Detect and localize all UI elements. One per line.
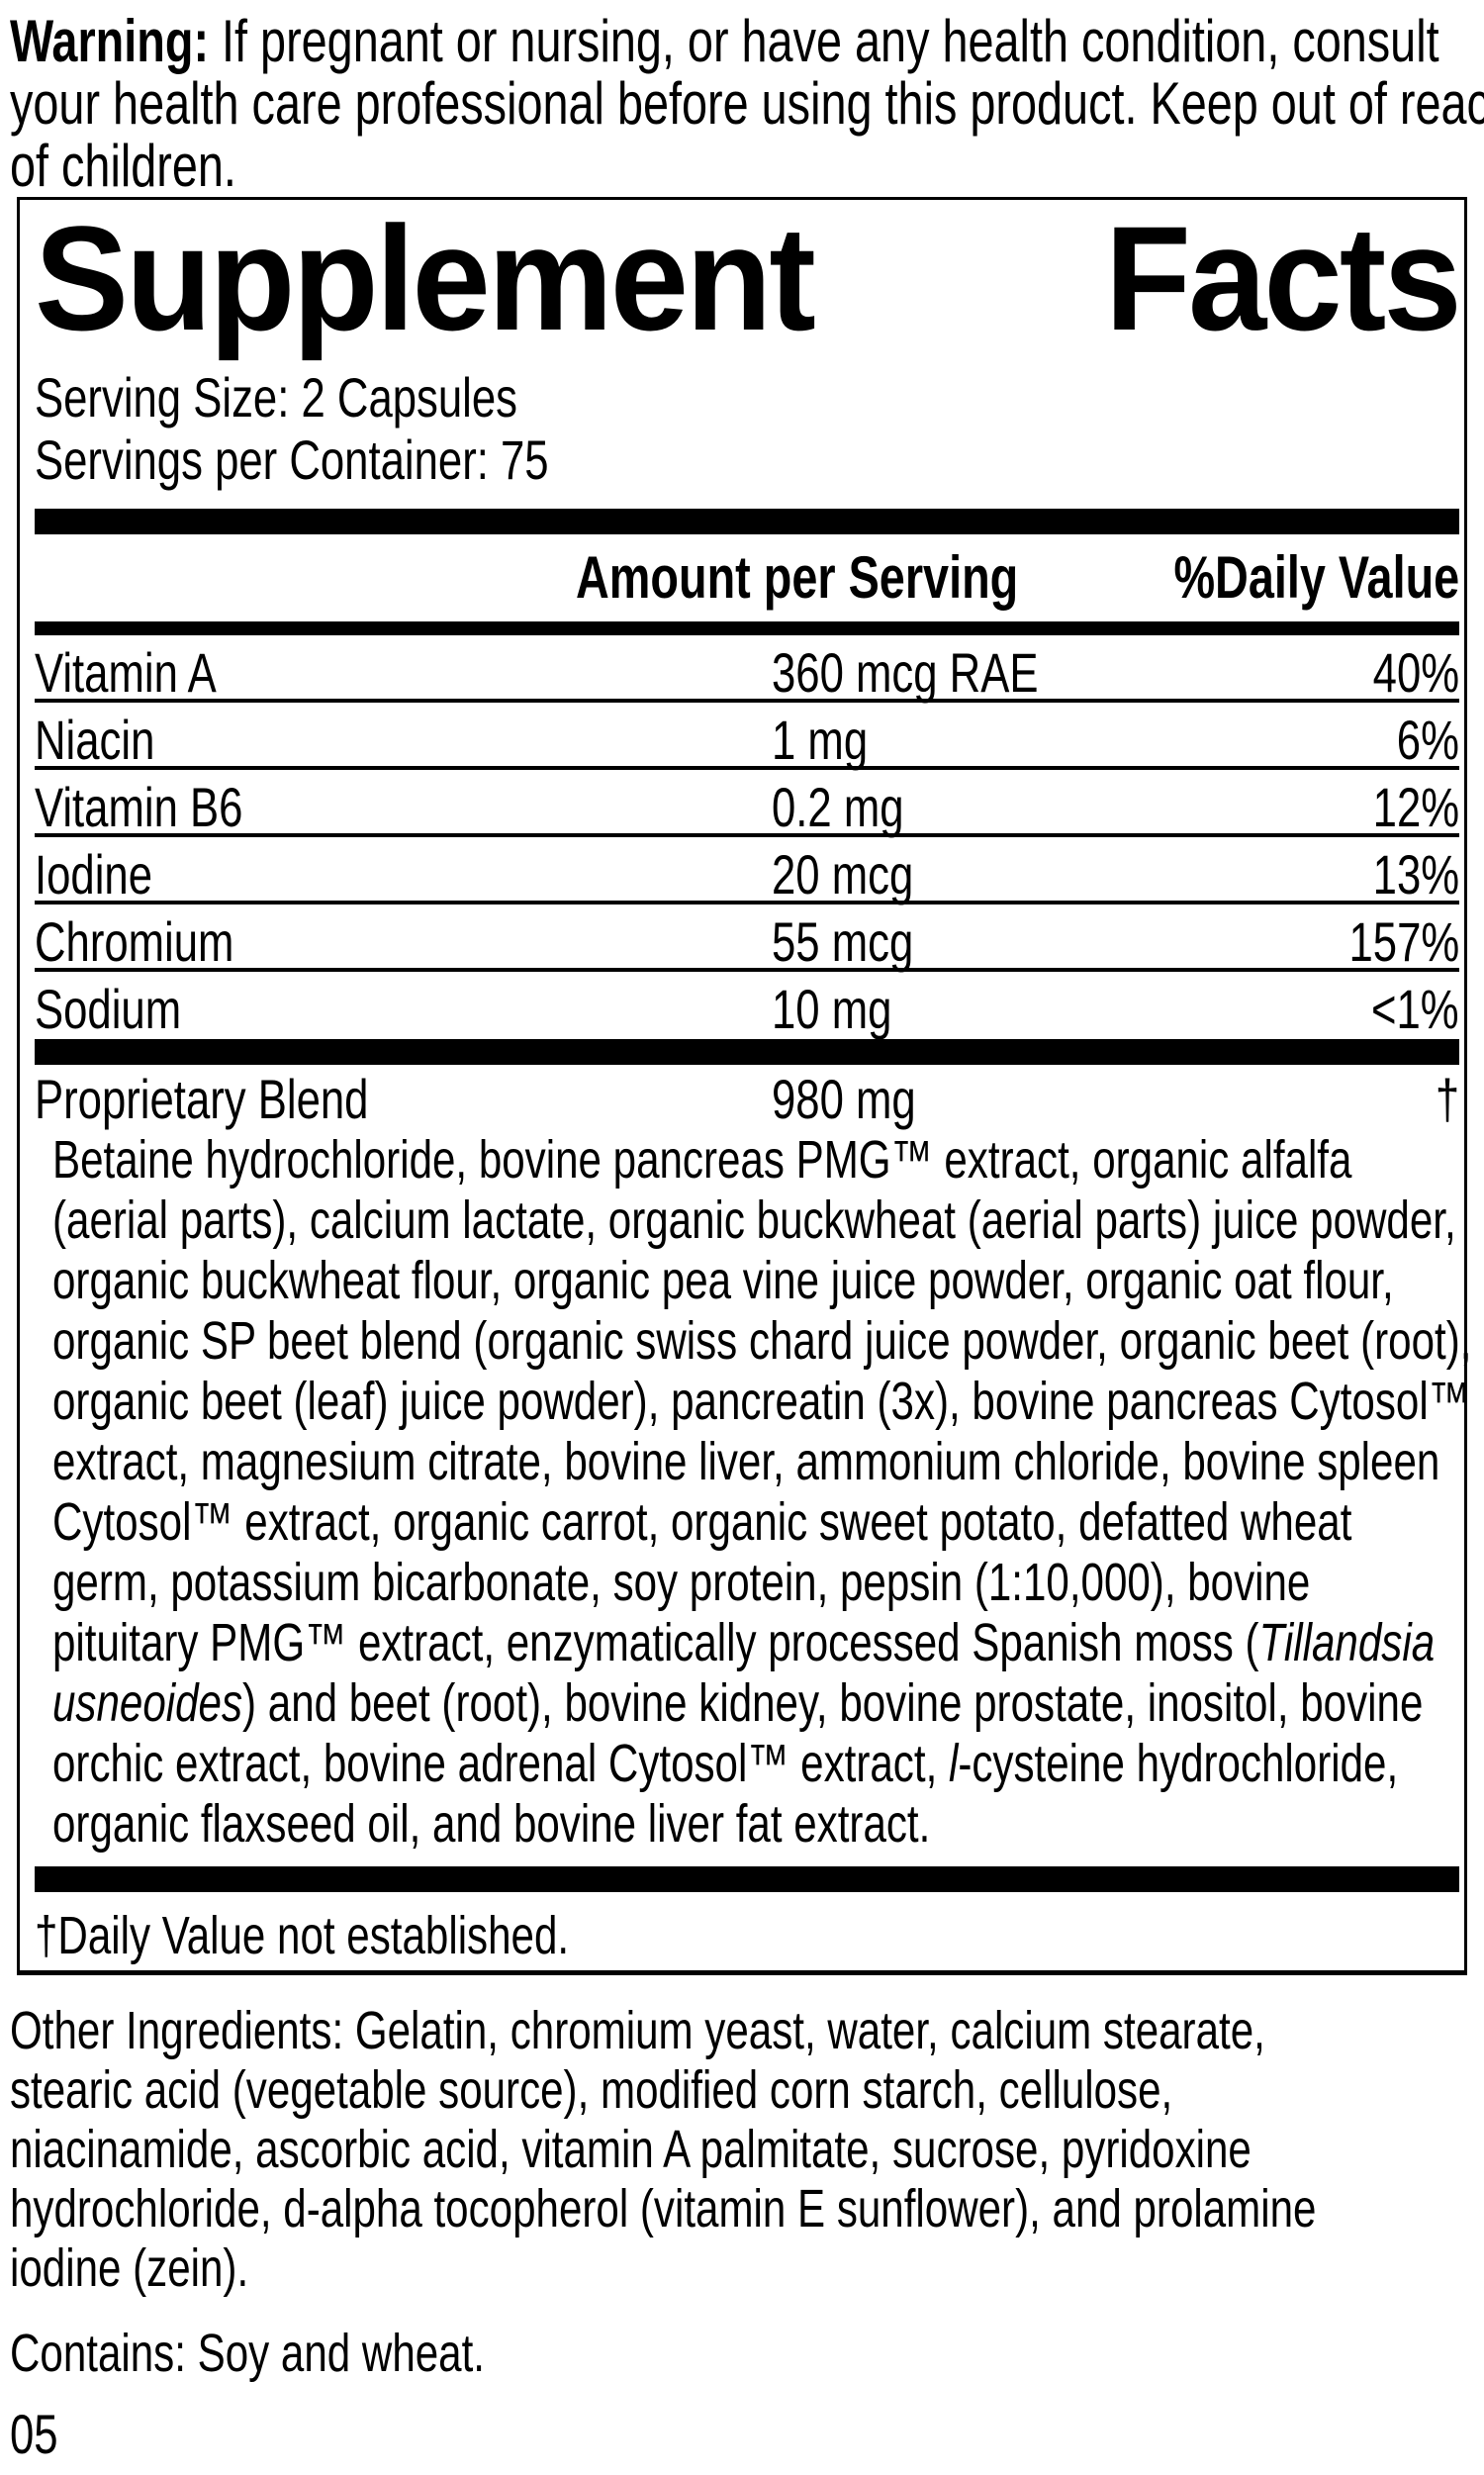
page-number: 05 [10,2403,58,2465]
table-header-row: Amount per Serving %Daily Value [35,534,1459,621]
table-row: Iodine 20 mcg 13% [35,837,1459,905]
divider-bar-thick [35,509,1459,534]
blend-line: extract, magnesium citrate, bovine liver… [52,1432,1440,1491]
blend-line: Betaine hydrochloride, bovine pancreas P… [52,1130,1352,1190]
daily-value-footnote: †Daily Value not established. [35,1906,570,1965]
proprietary-blend-description: Betaine hydrochloride, bovine pancreas P… [35,1130,1472,1855]
blend-line: orchic extract, bovine adrenal Cytosol™ … [52,1734,1399,1793]
nutrient-amount: 20 mcg [772,843,914,905]
column-header-amount: Amount per Serving [576,544,1019,611]
nutrient-name: Niacin [35,709,155,771]
divider-bar-thick [35,1039,1459,1065]
serving-size: Serving Size: 2 Capsules [35,366,518,428]
blend-line: usneoides) and beet (root), bovine kidne… [52,1673,1424,1733]
blend-line: Cytosol™ extract, organic carrot, organi… [52,1492,1352,1552]
warning-line: your health care professional before usi… [10,70,1484,137]
other-ingredients-line: niacinamide, ascorbic acid, vitamin A pa… [10,2120,1252,2179]
nutrient-amount: 360 mcg RAE [772,641,1039,704]
nutrient-daily-value: 157% [1348,910,1459,973]
supplement-facts-panel: Supplement Facts Serving Size: 2 Capsule… [17,195,1472,1975]
nutrient-daily-value: 6% [1396,709,1459,771]
blend-line: organic flaxseed oil, and bovine liver f… [52,1794,931,1854]
nutrient-amount: 1 mg [772,709,869,771]
blend-line: organic SP beet blend (organic swiss cha… [52,1311,1472,1371]
nutrient-amount: 55 mcg [772,910,914,973]
contains-statement: Contains: Soy and wheat. [10,2324,486,2383]
nutrient-daily-value: 13% [1372,843,1459,905]
warning-line: Warning: If pregnant or nursing, or have… [10,8,1439,74]
nutrient-name: Sodium [35,978,182,1040]
table-row: Sodium 10 mg <1% [35,972,1459,1040]
nutrient-amount: 0.2 mg [772,776,904,838]
other-ingredients: Other Ingredients: Gelatin, chromium yea… [10,2001,1484,2298]
other-ingredients-line: stearic acid (vegetable source), modifie… [10,2060,1173,2120]
nutrient-name: Vitamin A [35,641,217,704]
dagger-symbol: † [1435,1068,1459,1130]
table-row: Niacin 1 mg 6% [35,703,1459,771]
divider-bar-thick [35,1866,1459,1892]
table-row: Vitamin A 360 mcg RAE 40% [35,635,1459,704]
nutrient-daily-value: 12% [1372,776,1459,838]
divider-bar-medium [35,621,1459,635]
other-ingredients-line: iodine (zein). [10,2238,249,2298]
blend-line: organic buckwheat flour, organic pea vin… [52,1251,1394,1310]
panel-title: Supplement Facts [35,195,1462,361]
panel-title-word-supplement: Supplement [35,195,816,361]
nutrient-daily-value: 40% [1372,641,1459,704]
blend-line: organic beet (leaf) juice powder), pancr… [52,1372,1470,1431]
other-ingredients-line: hydrochloride, d-alpha tocopherol (vitam… [10,2179,1317,2238]
nutrient-amount: 980 mg [772,1068,916,1130]
table-row: Chromium 55 mcg 157% [35,904,1459,973]
proprietary-blend-row: Proprietary Blend 980 mg † [35,1065,1459,1130]
nutrient-name: Chromium [35,910,234,973]
blend-line: (aerial parts), calcium lactate, organic… [52,1190,1456,1250]
supplement-label-page: Warning: If pregnant or nursing, or have… [0,10,1484,2475]
column-header-daily-value: %Daily Value [1173,544,1459,611]
servings-per-container: Servings per Container: 75 [35,428,549,491]
other-ingredients-line: Other Ingredients: Gelatin, chromium yea… [10,2001,1265,2060]
warning-line: of children. [10,133,236,199]
nutrient-name: Vitamin B6 [35,776,243,838]
nutrient-daily-value: <1% [1371,978,1459,1040]
panel-title-word-facts: Facts [1104,195,1462,361]
warning-text: Warning: If pregnant or nursing, or have… [10,10,1484,197]
nutrient-amount: 10 mg [772,978,892,1040]
table-row: Vitamin B6 0.2 mg 12% [35,770,1459,838]
nutrient-name: Proprietary Blend [35,1068,369,1130]
blend-line: pituitary PMG™ extract, enzymatically pr… [52,1613,1436,1672]
nutrient-name: Iodine [35,843,153,905]
blend-line: germ, potassium bicarbonate, soy protein… [52,1553,1311,1612]
